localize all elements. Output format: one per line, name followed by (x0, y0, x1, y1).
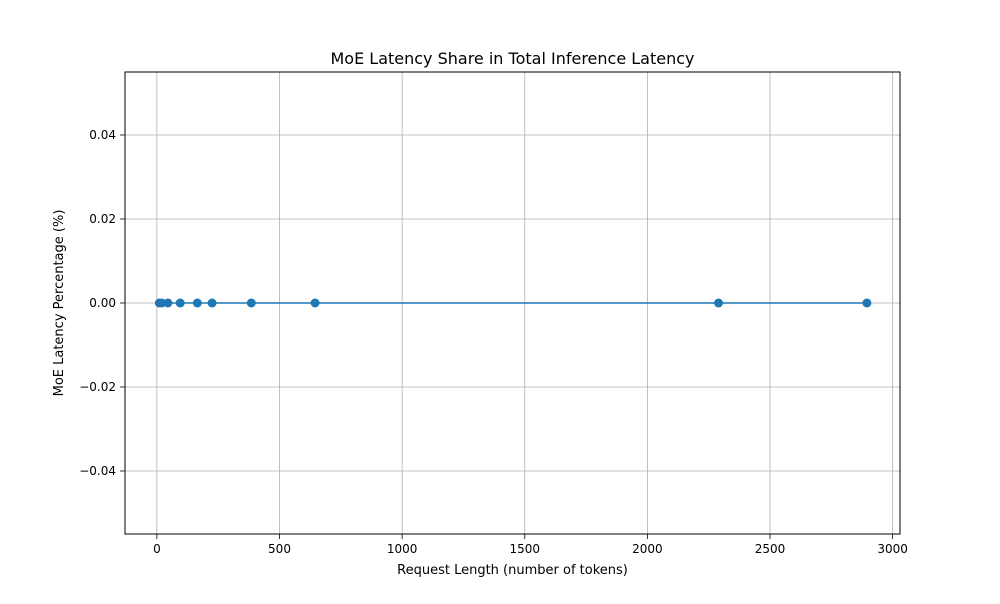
y-tick-label: 0.00 (89, 296, 116, 310)
x-tick-label: 0 (153, 542, 161, 556)
chart-title: MoE Latency Share in Total Inference Lat… (330, 49, 694, 68)
data-point (175, 298, 185, 308)
data-point (192, 298, 202, 308)
x-tick-label: 1000 (387, 542, 418, 556)
series-group (154, 298, 872, 308)
x-tick-label: 3000 (877, 542, 908, 556)
x-axis-label: Request Length (number of tokens) (397, 563, 628, 578)
y-tick-label: −0.02 (79, 380, 116, 394)
y-tick-label: −0.04 (79, 464, 116, 478)
data-point (163, 298, 173, 308)
x-tick-label: 500 (268, 542, 291, 556)
x-axis-ticks: 0 500 1000 1500 2000 2500 3000 (153, 534, 908, 556)
y-axis-label: MoE Latency Percentage (%) (52, 210, 67, 397)
data-point (714, 298, 724, 308)
x-tick-label: 2500 (755, 542, 786, 556)
y-axis-ticks: −0.04 −0.02 0.00 0.02 0.04 (79, 128, 125, 478)
x-tick-label: 2000 (632, 542, 663, 556)
data-point (310, 298, 320, 308)
data-point (862, 298, 872, 308)
y-tick-label: 0.02 (89, 212, 116, 226)
y-tick-label: 0.04 (89, 128, 116, 142)
x-tick-label: 1500 (509, 542, 540, 556)
data-point (207, 298, 217, 308)
data-point (246, 298, 256, 308)
